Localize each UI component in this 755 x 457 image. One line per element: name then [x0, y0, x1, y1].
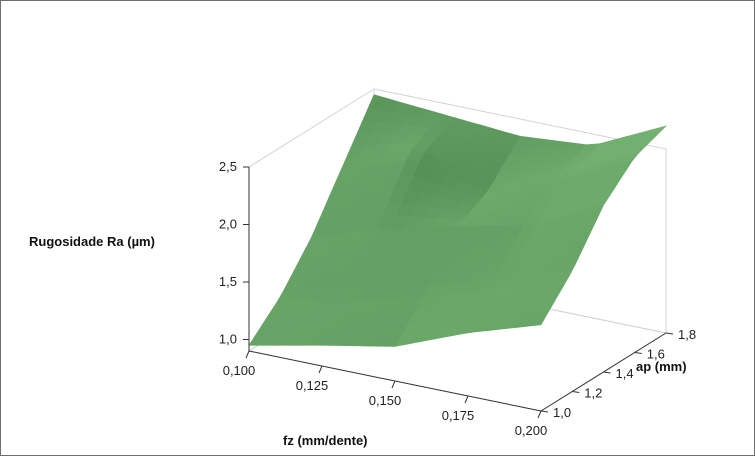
y-axis-title: ap (mm): [636, 359, 687, 374]
y-tick-label: 1,0: [553, 405, 571, 420]
x-tick: [537, 410, 542, 419]
axes: 1,0 1,5 2,0 2,5 0,100 0,125 0,150 0,175 0,200 1,0…: [219, 159, 696, 438]
y-tick: [603, 371, 611, 374]
response-surface: [248, 94, 668, 347]
y-tick: [540, 410, 549, 413]
y-tick-label: 1,4: [616, 366, 634, 381]
x-tick-label: 0,125: [296, 378, 329, 393]
y-tick: [665, 332, 674, 335]
x-tick-label: 0,175: [442, 408, 475, 423]
z-axis-title: Rugosidade Ra (µm): [29, 234, 155, 249]
x-tick-label: 0,100: [223, 363, 256, 378]
y-tick-label: 1,8: [678, 327, 696, 342]
y-tick-label: 1,6: [647, 347, 665, 362]
x-tick-label: 0,200: [515, 423, 548, 438]
x-tick: [245, 350, 250, 359]
x-axis-title: fz (mm/dente): [283, 433, 368, 448]
surface-patch: [527, 314, 548, 327]
x-tick: [391, 380, 396, 389]
z-tick-label: 2,5: [219, 159, 237, 174]
z-tick-label: 1,5: [219, 274, 237, 289]
z-tick-label: 2,0: [219, 217, 237, 232]
x-tick-label: 0,150: [369, 393, 402, 408]
z-tick-label: 1,0: [219, 332, 237, 347]
y-tick: [572, 391, 580, 393]
x-tick: [464, 395, 469, 404]
y-tick: [634, 352, 642, 354]
x-tick: [318, 365, 323, 374]
y-tick-label: 1,2: [584, 386, 602, 401]
